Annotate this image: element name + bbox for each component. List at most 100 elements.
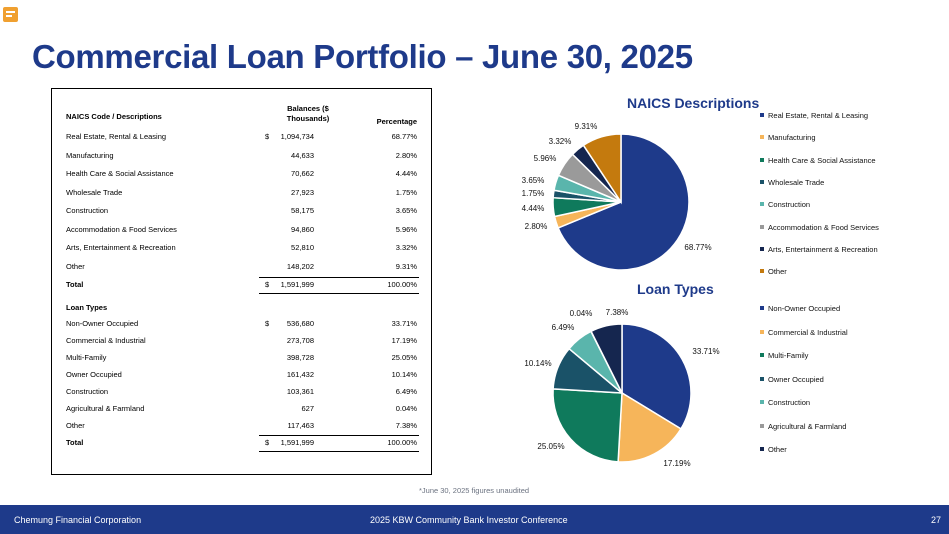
table-row: Wholesale Trade 27,923 1.75% <box>52 188 431 202</box>
pie-data-label: 5.96% <box>534 154 557 163</box>
row-percentage: 5.96% <box>395 224 417 234</box>
row-desc: Non-Owner Occupied <box>66 319 139 328</box>
row-desc: Accommodation & Food Services <box>66 224 177 234</box>
pie-data-label: 33.71% <box>692 347 719 356</box>
row-percentage: 0.04% <box>395 404 417 413</box>
row-percentage: 25.05% <box>391 353 417 362</box>
row-balance: 117,463 <box>287 421 314 430</box>
legend-label: Other <box>768 445 787 454</box>
legend-label: Construction <box>768 398 811 407</box>
naics-chart-title: NAICS Descriptions <box>627 95 760 111</box>
page-title: Commercial Loan Portfolio – June 30, 202… <box>32 38 693 75</box>
legend-label: Agricultural & Farmland <box>768 421 847 431</box>
row-currency: $ <box>265 132 270 141</box>
pie-data-label: 7.38% <box>606 308 629 317</box>
pie-data-label: 25.05% <box>537 442 564 451</box>
row-percentage: 4.44% <box>395 169 417 178</box>
row-balance: 148,202 <box>286 261 314 271</box>
pie-data-label: 1.75% <box>522 189 545 198</box>
row-currency: $ <box>265 280 270 289</box>
legend-swatch <box>760 202 764 207</box>
table-row: Arts, Entertainment & Recreation 52,810 3.… <box>52 243 431 257</box>
row-desc: Agricultural & Farmland <box>66 404 145 413</box>
legend-label: Construction <box>768 200 811 210</box>
row-currency: $ <box>265 438 270 447</box>
total-rule <box>259 451 419 452</box>
row-percentage: 3.65% <box>395 206 417 215</box>
row-desc: Real Estate, Rental & Leasing <box>66 132 167 141</box>
legend-label: Manufacturing <box>768 133 816 143</box>
row-desc: Total <box>66 280 84 289</box>
comment-icon[interactable] <box>3 7 18 22</box>
naics-pie: 68.77% 2.80% 4.44% 1.75% 3.65% 5.96% 3.32%9.31… <box>522 122 712 271</box>
footnote: *June 30, 2025 figures unaudited <box>419 486 530 495</box>
row-percentage: 10.14% <box>391 370 417 379</box>
pie-data-label: 4.44% <box>522 204 545 213</box>
row-currency: $ <box>265 319 270 328</box>
pie-data-label: 68.77% <box>684 243 711 252</box>
table-row: Construction 58,175 3.65% <box>52 206 431 220</box>
row-balance: 1,591,999 <box>280 280 314 289</box>
subtotal-rule <box>259 277 419 278</box>
legend-swatch <box>760 329 764 334</box>
legend-swatch <box>760 113 764 117</box>
row-percentage: 1.75% <box>395 187 417 197</box>
loan-portfolio-table: NAICS Code / Descriptions Balances ($ Th… <box>51 88 432 475</box>
row-desc: Wholesale Trade <box>66 187 123 197</box>
loan-types-pie: 33.71% 17.19% 25.05% 10.14% 6.49% 0.04% 7.38% <box>524 308 719 468</box>
row-balance: 273,708 <box>286 336 314 345</box>
pie-data-label: 17.19% <box>663 459 690 468</box>
row-balance: 161,432 <box>286 370 314 379</box>
table-row: Agricultural & Farmland 627 0.04% <box>52 404 431 418</box>
legend-label: Wholesale Trade <box>768 177 825 187</box>
legend-label: Non-Owner Occupied <box>768 304 841 313</box>
row-desc: Construction <box>66 387 109 396</box>
row-desc: Arts, Entertainment & Recreation <box>66 243 176 252</box>
legend-swatch <box>760 423 764 428</box>
legend-swatch <box>760 376 764 381</box>
table-row: Other 117,463 7.38% <box>52 421 431 435</box>
legend-swatch <box>760 400 764 404</box>
row-desc: Total <box>66 438 84 447</box>
footer-bar: Chemung Financial Corporation 2025 KBW C… <box>0 505 949 534</box>
row-balance: 103,361 <box>286 387 314 396</box>
row-desc: Construction <box>66 206 109 215</box>
legend-swatch <box>760 353 764 357</box>
legend-label: Other <box>768 267 787 277</box>
row-balance: 627 <box>301 404 314 413</box>
legend-swatch <box>760 306 764 310</box>
table-row: Construction 103,361 6.49% <box>52 387 431 401</box>
loan-types-chart-title: Loan Types <box>637 281 714 297</box>
row-percentage: 33.71% <box>391 319 417 328</box>
table-total-row: Total $1,591,999 100.00% <box>52 438 431 452</box>
row-desc: Health Care & Social Assistance <box>66 169 174 178</box>
row-percentage: 68.77% <box>391 132 417 141</box>
subtotal-rule <box>259 435 419 436</box>
legend-swatch <box>760 269 764 274</box>
table-total-row: Total $1,591,999 100.00% <box>52 280 431 294</box>
col-header-desc: NAICS Code / Descriptions <box>66 112 162 121</box>
pie-slice <box>617 391 682 463</box>
row-balance: 94,860 <box>291 224 314 234</box>
legend-swatch <box>760 224 764 229</box>
legend-label: Real Estate, Rental & Leasing <box>768 111 869 120</box>
row-percentage: 7.38% <box>395 421 417 430</box>
row-balance: 52,810 <box>291 243 314 252</box>
legend-swatch <box>760 179 764 184</box>
row-balance: 536,680 <box>286 319 314 328</box>
page-number: 27 <box>930 515 941 525</box>
table-row: Accommodation & Food Services 94,860 5.96% <box>52 225 431 239</box>
legend-label: Multi-Family <box>768 351 809 360</box>
col-header-percentage: Percentage <box>376 117 417 126</box>
pie-data-label: 6.49% <box>552 323 575 332</box>
legend-label: Accommodation & Food Services <box>768 222 879 232</box>
pie-data-label: 9.31% <box>575 122 598 131</box>
table-row: Other 148,202 9.31% <box>52 262 431 276</box>
row-desc: Manufacturing <box>66 150 114 160</box>
pie-slice <box>552 388 623 463</box>
table-row: Health Care & Social Assistance 70,662 4.4… <box>52 169 431 183</box>
legend-swatch <box>760 447 764 451</box>
row-percentage: 100.00% <box>387 280 417 289</box>
pie-data-label: 3.32% <box>549 137 572 146</box>
legend-label: Owner Occupied <box>768 374 824 384</box>
